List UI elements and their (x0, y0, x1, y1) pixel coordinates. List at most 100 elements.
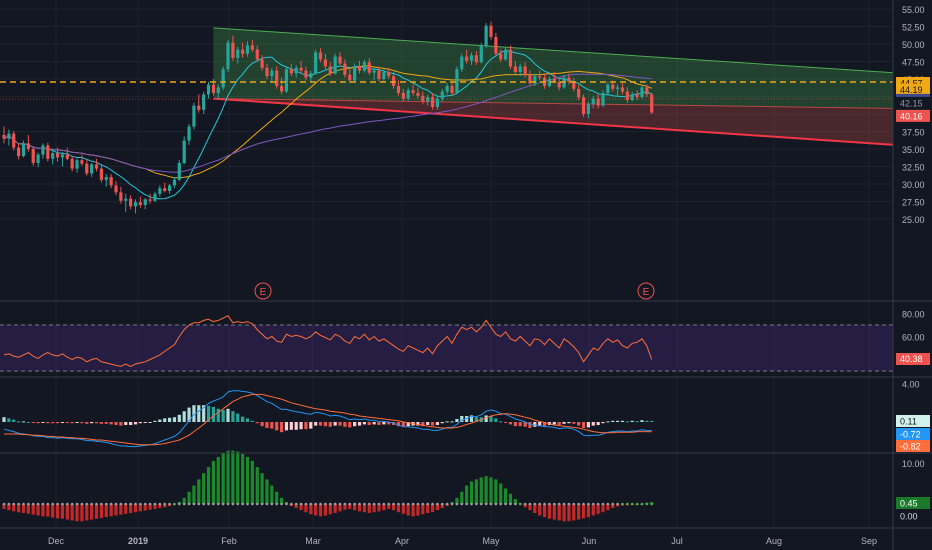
candle-body (572, 81, 576, 89)
oscillator-zero-dot (36, 502, 40, 506)
oscillator-bar (17, 504, 21, 513)
candle (17, 143, 21, 160)
oscillator-bar (250, 460, 254, 504)
oscillator-bar (231, 450, 235, 504)
candle-body (333, 56, 337, 74)
oscillator-zero-dot (421, 502, 425, 506)
candle-body (640, 87, 644, 98)
macd-histogram-bar (387, 422, 391, 425)
candle-body (75, 160, 79, 169)
candle-body (377, 70, 381, 79)
candle-body (367, 62, 371, 73)
oscillator-zero-dot (353, 502, 356, 506)
oscillator-zero-dot (411, 502, 415, 506)
oscillator-zero-dot (553, 502, 556, 506)
macd-label-box (896, 440, 930, 452)
macd-histogram-bar (504, 422, 508, 423)
candle-body (177, 163, 181, 180)
oscillator-bar (357, 504, 362, 512)
macd-histogram-bar (328, 422, 332, 427)
oscillator-zero-dot (333, 502, 337, 506)
oscillator-bar (304, 504, 308, 513)
earnings-marker-2[interactable]: E (637, 282, 655, 300)
oscillator-bar (206, 467, 211, 504)
oscillator-zero-dot (285, 502, 288, 506)
oscillator-zero-dot (367, 502, 371, 506)
macd-histogram-bar (289, 422, 293, 430)
candle (245, 41, 250, 57)
oscillator-bar (26, 504, 30, 514)
oscillator-bar (508, 493, 513, 504)
oscillator-panel[interactable]: 10.00 0.45 0.00 (2, 450, 930, 522)
oscillator-zero-dot (621, 502, 624, 506)
oscillator-zero-dot (377, 502, 381, 506)
macd-histogram-bar (625, 421, 629, 423)
time-axis[interactable]: Dec 2019 Feb Mar Apr May Jun Jul Aug Sep (48, 536, 877, 546)
macd-histogram-bar (51, 422, 55, 424)
oscillator-zero-dot (226, 502, 230, 506)
oscillator-zero-dot (95, 502, 98, 506)
regression-channel[interactable] (213, 27, 894, 146)
horizontal-level-line[interactable] (0, 81, 893, 100)
candle-body (192, 105, 196, 127)
price-label: 42.15 (900, 98, 923, 108)
oscillator-bar (299, 504, 303, 511)
candle (445, 83, 449, 95)
oscillator-bar (31, 504, 35, 515)
oscillator-bar (279, 497, 284, 504)
candle-body (382, 72, 386, 79)
candle-body (547, 79, 552, 86)
osc-label: 0.00 (900, 512, 918, 522)
oscillator-zero-dot (479, 502, 483, 506)
candle (182, 136, 186, 165)
macd-histogram-bar (90, 422, 94, 424)
oscillator-zero-dot (338, 502, 342, 506)
candle (299, 60, 303, 74)
candle-body (499, 53, 503, 60)
candle-body (430, 97, 435, 107)
candle (119, 186, 123, 204)
macd-histogram-bar (182, 411, 186, 422)
candle (284, 66, 289, 93)
oscillator-bar (211, 460, 216, 504)
candle-body (46, 145, 50, 159)
earnings-marker-1[interactable]: E (254, 282, 272, 300)
oscillator-bar (474, 479, 478, 504)
candle-body (51, 153, 55, 159)
candle (499, 49, 503, 63)
oscillator-bar (401, 504, 405, 514)
macd-histogram-bar (260, 422, 264, 427)
candle (197, 94, 201, 113)
price-label-box (896, 96, 930, 109)
rsi-panel[interactable]: 60.00 80.00 40.38 (0, 310, 930, 372)
price-label: 44.57 (900, 79, 923, 89)
macd-histogram-bar (523, 422, 527, 427)
candlestick-series[interactable] (2, 21, 654, 214)
macd-histogram-bar (114, 422, 118, 425)
candle (450, 81, 454, 96)
macd-histogram-bar (406, 422, 410, 427)
candle (430, 93, 435, 110)
rsi-last-label: 40.38 (900, 354, 923, 364)
candle-body (94, 164, 99, 169)
candle-body (479, 45, 483, 63)
oscillator-bar (163, 504, 167, 508)
candle-body (260, 59, 264, 68)
macd-histogram-bar (80, 422, 84, 424)
candle-body (484, 25, 488, 46)
price-tick: 35.00 (902, 145, 925, 155)
macd-histogram-bar (513, 422, 517, 427)
macd-histogram-bar (299, 422, 303, 430)
oscillator-bar (523, 504, 527, 508)
candle (318, 48, 323, 63)
earnings-marker-label: E (260, 287, 267, 298)
earnings-markers[interactable]: E E (254, 282, 655, 300)
macd-histogram-bar (469, 415, 474, 422)
macd-histogram-bar (465, 416, 469, 422)
oscillator-zero-dot (241, 502, 244, 506)
macd-histogram-bar (46, 422, 50, 424)
oscillator-bar (99, 504, 103, 518)
macd-panel[interactable]: 4.00 0.11 -0.72 -0.82 (2, 380, 930, 452)
candle-body (36, 154, 40, 163)
